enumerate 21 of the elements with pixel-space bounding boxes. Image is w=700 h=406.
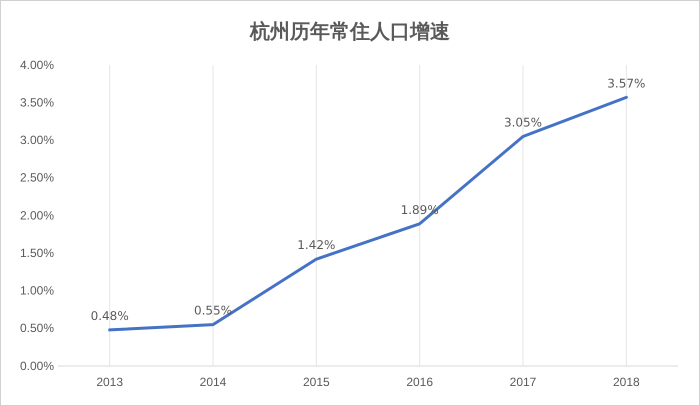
y-tick-label: 1.50% [20,246,54,260]
x-tick-label: 2015 [302,374,330,389]
data-label: 0.48% [90,308,129,323]
y-tick-label: 0.00% [20,358,54,373]
x-tick-label: 2018 [612,374,640,389]
x-tick-label: 2017 [510,374,537,389]
y-tick-label: 0.50% [20,321,54,336]
y-tick-label: 3.50% [20,95,54,110]
y-tick-label: 4.00% [20,58,54,72]
x-tick-label: 2013 [96,374,124,389]
x-tick-label: 2014 [200,374,227,389]
y-tick-label: 1.00% [20,284,54,298]
y-tick-label: 3.00% [20,133,54,148]
y-tick-label: 2.00% [20,208,54,222]
data-label: 1.42% [297,238,336,252]
data-label: 3.57% [607,76,646,90]
data-label: 0.55% [194,304,232,318]
chart-title: 杭州历年常住人口增速 [249,19,450,43]
y-tick-label: 2.50% [20,170,54,185]
x-tick-label: 2016 [406,374,434,389]
data-label: 3.05% [504,115,542,130]
